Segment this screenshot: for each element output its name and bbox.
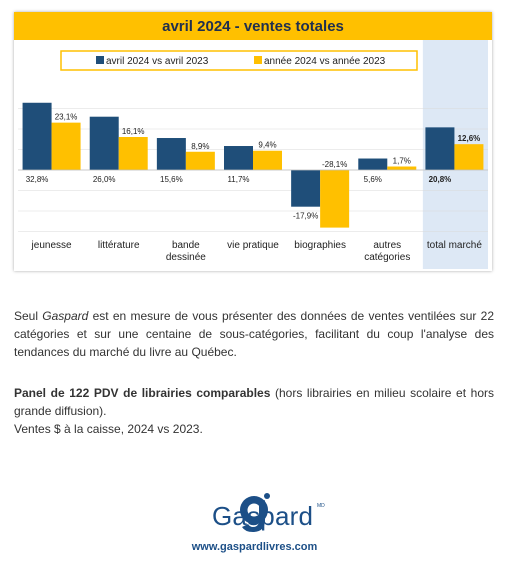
data-label: -17,9%: [293, 212, 318, 221]
panel-rest: (hors librairies en milieu scolaire et h…: [14, 386, 494, 418]
data-label: 1,7%: [393, 157, 411, 166]
data-label: 11,7%: [227, 175, 249, 184]
panel-bold: Panel de 122 PDV de librairies comparabl…: [14, 386, 271, 400]
data-label: 12,6%: [458, 134, 481, 143]
category-label: littérature: [98, 240, 140, 251]
category-label: bande: [172, 240, 200, 251]
bar: [22, 102, 52, 170]
intro-pre: Seul: [14, 309, 43, 323]
chart: avril 2024 - ventes totales avril 2024 vs…: [14, 12, 492, 269]
bar: [156, 138, 186, 170]
gaspard-g-logo-icon: [240, 493, 270, 532]
legend-swatch: [96, 56, 104, 64]
bar: [291, 170, 321, 207]
bar: [89, 116, 119, 170]
chart-title: avril 2024 - ventes totales: [162, 18, 344, 35]
bar: [454, 144, 484, 170]
data-label: 20,8%: [429, 175, 452, 184]
chart-card: avril 2024 - ventes totales avril 2024 vs…: [14, 12, 492, 271]
bar: [51, 122, 81, 170]
bar: [253, 150, 282, 170]
bar: [358, 158, 388, 170]
bar: [118, 136, 148, 170]
data-label: -28,1%: [322, 160, 347, 169]
website-link[interactable]: www.gaspardlivres.com: [191, 541, 318, 553]
bar: [185, 151, 215, 170]
legend-swatch: [254, 56, 262, 64]
category-label: total marché: [427, 240, 482, 251]
legend-label: avril 2024 vs avril 2023: [106, 56, 209, 67]
title-bar: [14, 12, 492, 40]
data-label: 5,6%: [364, 175, 382, 184]
category-label: catégories: [364, 252, 410, 263]
intro-brand: Gaspard: [42, 309, 89, 323]
panel-line2: Ventes $ à la caisse, 2024 vs 2023.: [14, 422, 203, 436]
panel-paragraph: Panel de 122 PDV de librairies comparabl…: [14, 384, 494, 438]
logo-trademark: MD: [317, 503, 325, 509]
intro-paragraph: Seul Gaspard est en mesure de vous prése…: [14, 307, 494, 361]
bar: [387, 166, 417, 170]
category-label: vie pratique: [227, 240, 279, 251]
category-label: biographies: [294, 240, 346, 251]
data-label: 23,1%: [55, 113, 78, 122]
legend-label: année 2024 vs année 2023: [264, 56, 386, 67]
data-label: 26,0%: [93, 175, 116, 184]
bar: [224, 146, 253, 170]
data-label: 32,8%: [26, 175, 49, 184]
data-label: 15,6%: [160, 175, 183, 184]
data-label: 16,1%: [122, 127, 145, 136]
category-label: autres: [373, 240, 401, 251]
logo-wordmark: Gaspard: [212, 501, 314, 531]
bar: [320, 170, 350, 228]
bar: [425, 127, 455, 170]
data-label: 9,4%: [258, 141, 276, 150]
legend-box: [60, 50, 418, 71]
category-label: dessinée: [166, 252, 206, 263]
data-label: 8,9%: [191, 142, 209, 151]
category-label: jeunesse: [31, 240, 72, 251]
intro-post: est en mesure de vous présenter des donn…: [14, 309, 495, 359]
